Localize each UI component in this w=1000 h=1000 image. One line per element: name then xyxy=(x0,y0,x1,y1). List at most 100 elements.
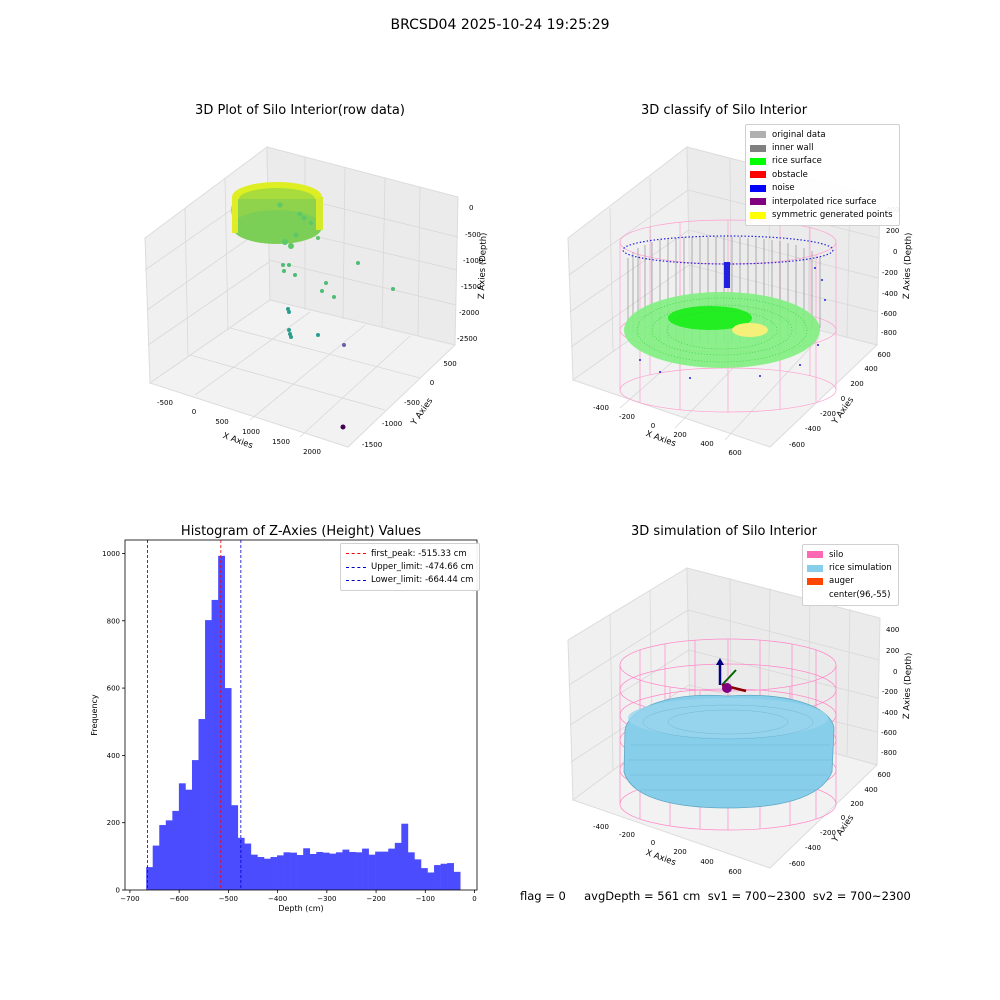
swatch-icon xyxy=(750,157,766,165)
histogram-bar xyxy=(296,855,304,890)
raw-x-tick: 1500 xyxy=(272,438,290,446)
classify-x-tick: -400 xyxy=(593,404,609,412)
raw-z-tick: -1500 xyxy=(461,283,481,291)
histogram-bar xyxy=(205,620,212,890)
swatch-icon xyxy=(750,171,766,179)
sim-y-tick: 400 xyxy=(864,786,877,794)
histogram-bar xyxy=(316,851,324,890)
swatch-icon xyxy=(807,591,823,598)
histogram-bar xyxy=(434,865,441,890)
y-axis-ticks: 0 200 400 600 800 1000 xyxy=(102,550,125,895)
sim-plot-title: 3D simulation of Silo Interior xyxy=(631,524,817,539)
sim-x-tick: 200 xyxy=(673,848,686,856)
legend-item: rice surface xyxy=(750,155,893,168)
swatch-icon xyxy=(750,211,766,219)
sim-x-tick: -400 xyxy=(593,823,609,831)
raw-y-tick: -1500 xyxy=(362,441,382,449)
legend-item: interpolated rice surface xyxy=(750,195,893,208)
histogram-bar xyxy=(290,852,297,890)
x-tick-label: −400 xyxy=(268,895,287,903)
sim-y-tick: 600 xyxy=(877,771,890,779)
legend-item: Lower_limit: -664.44 cm xyxy=(346,574,474,587)
histogram-legend: first_peak: -515.33 cm Upper_limit: -474… xyxy=(340,543,480,592)
sim-y-tick: -200 xyxy=(820,829,836,837)
dashed-line-icon xyxy=(346,566,366,568)
histogram-bar xyxy=(394,842,402,890)
histogram-bar xyxy=(335,852,343,890)
raw-plot-title: 3D Plot of Silo Interior(row data) xyxy=(195,103,405,118)
histogram-bar xyxy=(362,848,369,890)
histogram-bar xyxy=(277,855,284,890)
classify-x-tick: -200 xyxy=(619,413,635,421)
legend-item: Upper_limit: -474.66 cm xyxy=(346,560,474,573)
legend-item: center(96,-55) xyxy=(807,588,892,601)
plot-frame xyxy=(124,539,478,891)
raw-y-tick: -500 xyxy=(404,399,420,407)
legend-item: first_peak: -515.33 cm xyxy=(346,547,474,560)
classify-y-tick: 0 xyxy=(841,395,845,403)
histogram-bar xyxy=(348,851,356,890)
classify-z-label: Z Axies (Depth) xyxy=(902,232,914,299)
legend-item: rice simulation xyxy=(807,561,892,574)
y-tick-label: 200 xyxy=(107,819,120,827)
sim-z-tick: 0 xyxy=(893,668,897,676)
classify-y-tick: 200 xyxy=(850,380,863,388)
classify-z-tick: 0 xyxy=(893,248,897,256)
histogram-bar xyxy=(303,848,311,890)
raw-z-tick: -1000 xyxy=(463,257,483,265)
histogram-bar xyxy=(146,867,154,890)
histogram-bar xyxy=(172,810,180,890)
y-tick-label: 1000 xyxy=(102,550,120,558)
raw-x-tick: -500 xyxy=(157,399,173,407)
sim-y-tick: 200 xyxy=(850,800,863,808)
x-tick-label: −200 xyxy=(366,895,385,903)
histogram-bar xyxy=(159,825,167,890)
sim-x-tick: 400 xyxy=(700,858,713,866)
sim-z-label: Z Axies (Depth) xyxy=(902,652,914,719)
histogram-bar xyxy=(185,789,193,890)
legend-item: original data xyxy=(750,128,893,141)
histogram-bar xyxy=(283,852,291,890)
swatch-icon xyxy=(807,564,823,572)
classify-z-tick: -200 xyxy=(882,269,898,277)
x-tick-label: −500 xyxy=(219,895,238,903)
raw-z-tick: -2000 xyxy=(459,309,479,317)
histogram-bar xyxy=(231,805,239,890)
swatch-icon xyxy=(750,184,766,192)
histogram-bar xyxy=(453,871,461,890)
histogram-bar xyxy=(355,852,363,890)
histogram-bar xyxy=(224,688,232,890)
classify-legend: original data inner wall rice surface ob… xyxy=(745,124,900,226)
histogram-bar xyxy=(263,858,271,890)
raw-3d-plot: -500 0 500 1000 1500 2000 500 0 -500 -10… xyxy=(144,146,489,456)
swatch-icon xyxy=(807,551,823,559)
sim-y-tick: 0 xyxy=(841,814,845,822)
legend-item: auger xyxy=(807,575,892,588)
histogram-bar xyxy=(270,857,278,890)
histogram-bar xyxy=(191,760,199,890)
classify-x-tick: 400 xyxy=(700,440,713,448)
x-axis-ticks: −700 −600 −500 −400 −300 −200 −100 0 xyxy=(120,890,477,903)
classify-x-tick: 200 xyxy=(673,431,686,439)
simulation-3d-plot: -400 -200 0 200 400 600 600 400 200 0 -2… xyxy=(567,567,914,876)
sim-z-tick: -200 xyxy=(882,688,898,696)
sim-z-tick: -600 xyxy=(881,729,897,737)
swatch-icon xyxy=(750,198,766,206)
raw-z-tick: 0 xyxy=(469,204,473,212)
classify-z-tick: -600 xyxy=(881,310,897,318)
classify-3d-plot: -400 -200 0 200 400 600 600 400 200 0 -2… xyxy=(567,146,914,457)
histogram-bar xyxy=(329,853,337,890)
histogram-reference-lines xyxy=(147,540,242,890)
histogram-bar xyxy=(250,854,258,890)
y-tick-label: 0 xyxy=(116,887,120,895)
x-tick-label: −600 xyxy=(170,895,189,903)
swatch-icon xyxy=(750,131,766,139)
histogram-title: Histogram of Z-Axies (Height) Values xyxy=(180,524,422,539)
histogram-bar xyxy=(237,837,245,890)
raw-x-tick: 1000 xyxy=(242,428,260,436)
y-tick-label: 600 xyxy=(107,685,120,693)
x-tick-label: −300 xyxy=(317,895,336,903)
histogram-bar xyxy=(381,851,389,890)
classify-x-tick: 0 xyxy=(651,422,655,430)
histogram-bar xyxy=(375,851,383,890)
